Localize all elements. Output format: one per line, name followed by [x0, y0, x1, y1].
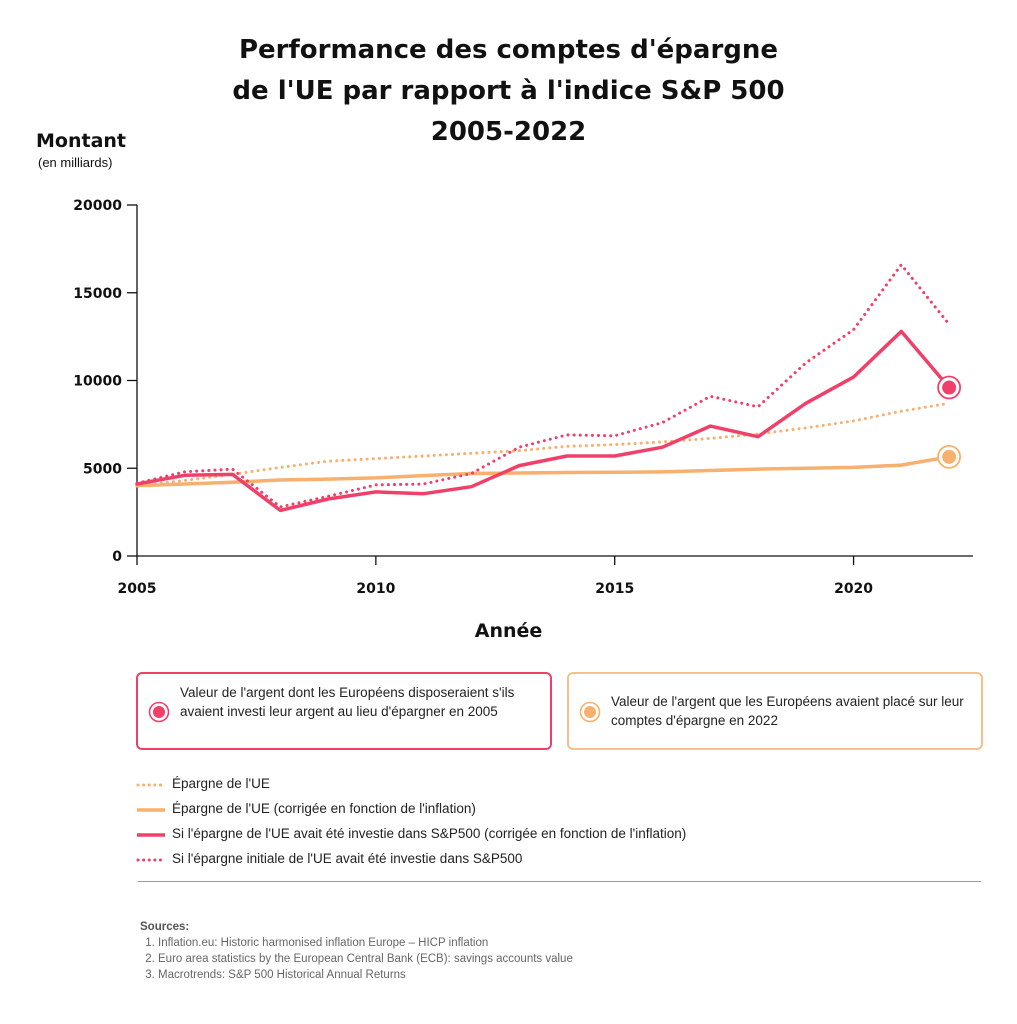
y-tick-label: 20000: [73, 198, 122, 214]
legend-dotted-pink-swatch: [136, 858, 166, 862]
callout-savings-text: Valeur de l'argent que les Européens ava…: [611, 694, 964, 728]
line-chart: 0 5000 10000 15000 20000 2005 2010 2015 2020: [73, 198, 973, 597]
x-tick-label: 2005: [118, 581, 157, 597]
source-item: Macrotrends: S&P 500 Historical Annual R…: [158, 969, 573, 981]
title-line-3: 2005-2022: [430, 117, 587, 147]
divider: [138, 881, 981, 882]
callout-sp500-text: Valeur de l'argent dont les Européens di…: [180, 685, 515, 719]
title-line-2: de l'UE par rapport à l'indice S&P 500: [232, 76, 785, 106]
legend-label-sp500-initial: Si l'épargne initiale de l'UE avait été …: [172, 851, 523, 866]
sources: Sources: Inflation.eu: Historic harmonis…: [140, 921, 573, 985]
legend-item-sp500-inflation: Si l'épargne de l'UE avait été investie …: [136, 826, 856, 851]
series-line-0: [135, 401, 951, 488]
series-line-2: [135, 329, 951, 513]
y-tick-label: 10000: [73, 374, 122, 390]
legend-solid-pink-swatch: [137, 833, 165, 837]
end-marker-dot-0: [942, 380, 957, 395]
series-line-3: [135, 263, 951, 509]
x-tick-label: 2015: [595, 581, 634, 597]
legend-label-savings-inflation: Épargne de l'UE (corrigée en fonction de…: [172, 801, 476, 816]
title-line-1: Performance des comptes d'épargne: [238, 35, 779, 65]
x-tick-label: 2010: [356, 581, 395, 597]
legend-dotted-orange-swatch: [136, 783, 166, 787]
legend-label-sp500-inflation: Si l'épargne de l'UE avait été investie …: [172, 826, 687, 841]
end-marker-dot-1: [942, 449, 957, 464]
legend-item-sp500-initial: Si l'épargne initiale de l'UE avait été …: [136, 851, 856, 876]
legend-solid-orange-swatch: [137, 808, 165, 812]
y-tick-label: 0: [112, 549, 122, 565]
x-tick-label: 2020: [834, 581, 873, 597]
legend-item-savings-inflation: Épargne de l'UE (corrigée en fonction de…: [136, 801, 856, 826]
y-tick-label: 15000: [73, 286, 122, 302]
sources-heading: Sources:: [140, 921, 190, 933]
callout-savings: Valeur de l'argent que les Européens ava…: [567, 672, 983, 750]
x-axis-label: Année: [474, 620, 543, 642]
sources-list: Inflation.eu: Historic harmonised inflat…: [140, 937, 573, 981]
chart-title: Performance des comptes d'épargne de l'U…: [0, 30, 1017, 153]
source-item: Inflation.eu: Historic harmonised inflat…: [158, 937, 573, 949]
pink-circle-marker-icon: [148, 701, 170, 723]
legend-label-savings: Épargne de l'UE: [172, 776, 270, 791]
callout-sp500: Valeur de l'argent dont les Européens di…: [136, 672, 552, 750]
legend-item-savings: Épargne de l'UE: [136, 776, 856, 801]
series-line-1: [135, 455, 951, 488]
orange-circle-marker-icon: [579, 701, 601, 723]
source-item: Euro area statistics by the European Cen…: [158, 953, 573, 965]
y-axis-label: Montant: [36, 130, 126, 152]
legend: Épargne de l'UE Épargne de l'UE (corrigé…: [136, 776, 856, 876]
y-tick-label: 5000: [83, 461, 122, 477]
y-axis-unit: (en milliards): [38, 155, 113, 170]
